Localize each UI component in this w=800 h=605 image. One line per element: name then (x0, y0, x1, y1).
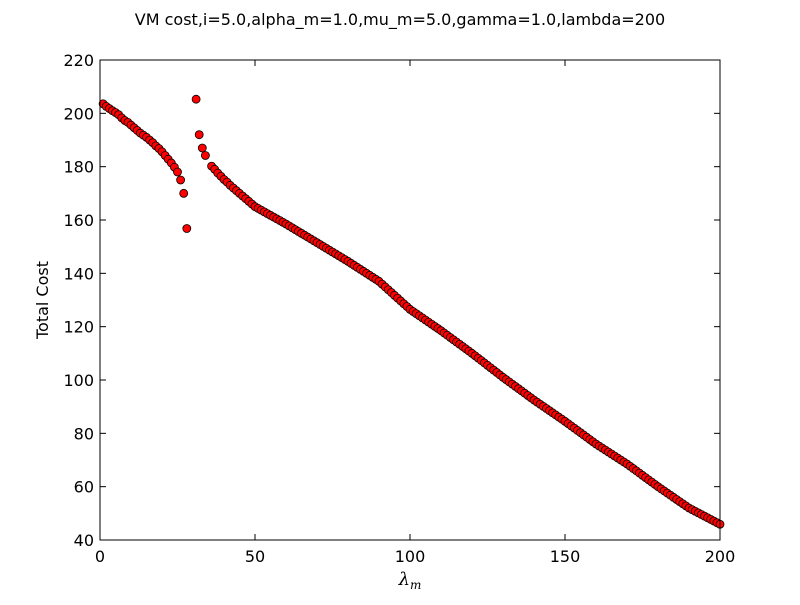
y-tick-label: 140 (63, 264, 94, 283)
chart-title: VM cost,i=5.0,alpha_m=1.0,mu_m=5.0,gamma… (134, 10, 666, 29)
x-tick-label: 0 (95, 547, 105, 566)
data-point (197, 143, 207, 153)
data-point (200, 151, 210, 160)
y-tick-label: 60 (74, 478, 94, 497)
y-tick-label: 180 (63, 158, 94, 177)
x-axis-label-main: λ (398, 569, 410, 590)
x-axis-label-sub: m (410, 578, 421, 592)
x-axis-label: λm (398, 569, 422, 592)
data-point (194, 130, 204, 140)
x-tick-label: 100 (395, 547, 426, 566)
y-tick-label: 80 (74, 424, 94, 443)
x-tick-label: 150 (550, 547, 581, 566)
data-point (191, 94, 201, 104)
y-tick-label: 100 (63, 371, 94, 390)
x-tick-label: 50 (245, 547, 265, 566)
y-tick-label: 40 (74, 531, 94, 550)
data-point (182, 224, 192, 233)
y-tick-label: 220 (63, 51, 94, 70)
x-tick-label: 200 (705, 547, 736, 566)
y-tick-label: 120 (63, 318, 94, 337)
data-point (179, 188, 189, 198)
y-tick-label: 200 (63, 104, 94, 123)
y-axis-label: Total Cost (33, 261, 52, 340)
data-point (173, 167, 182, 177)
plot-frame (99, 59, 721, 541)
data-point (176, 175, 186, 185)
y-tick-label: 160 (63, 211, 94, 230)
